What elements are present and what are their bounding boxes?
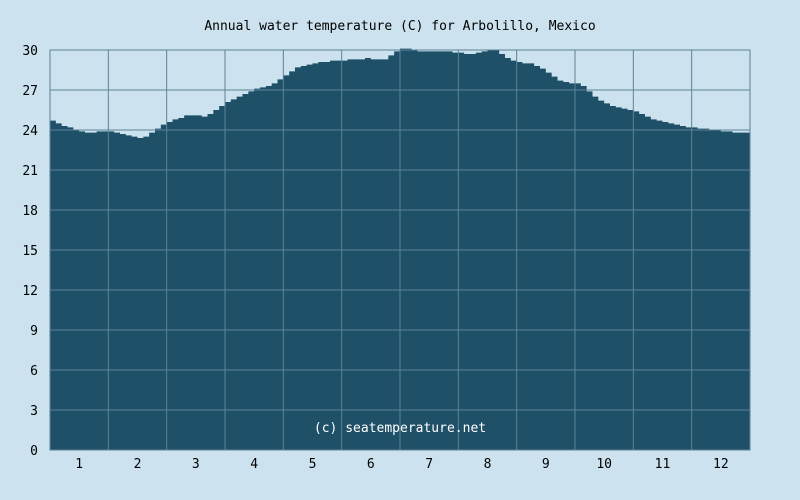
grid-layer xyxy=(49,49,751,451)
y-tick-label: 3 xyxy=(30,404,38,419)
y-tick-label: 15 xyxy=(22,244,38,259)
y-tick-label: 24 xyxy=(22,124,38,139)
y-tick-label: 12 xyxy=(22,284,38,299)
x-tick-label: 7 xyxy=(425,457,433,472)
y-tick-label: 18 xyxy=(22,204,38,219)
y-tick-label: 27 xyxy=(22,84,38,99)
plot-border xyxy=(49,49,751,451)
x-tick-label: 12 xyxy=(713,457,729,472)
x-tick-label: 8 xyxy=(484,457,492,472)
x-tick-label: 2 xyxy=(134,457,142,472)
chart-title: Annual water temperature (C) for Arbolil… xyxy=(204,19,596,34)
y-tick-label: 21 xyxy=(22,164,38,179)
watermark-text: (c) seatemperature.net xyxy=(314,421,486,436)
x-tick-label: 4 xyxy=(250,457,258,472)
x-tick-label: 1 xyxy=(75,457,83,472)
x-tick-label: 10 xyxy=(596,457,612,472)
x-tick-label: 3 xyxy=(192,457,200,472)
x-tick-label: 9 xyxy=(542,457,550,472)
x-tick-label: 11 xyxy=(655,457,671,472)
y-tick-label: 0 xyxy=(30,444,38,459)
y-tick-label: 6 xyxy=(30,364,38,379)
y-tick-label: 9 xyxy=(30,324,38,339)
x-tick-label: 5 xyxy=(309,457,317,472)
x-tick-label: 6 xyxy=(367,457,375,472)
y-axis-ticks: 0 3 6 9 12 15 18 21 24 27 30 xyxy=(22,44,38,459)
x-axis-ticks: 1 2 3 4 5 6 7 8 9 10 11 12 xyxy=(75,457,728,472)
y-tick-label: 30 xyxy=(22,44,38,59)
